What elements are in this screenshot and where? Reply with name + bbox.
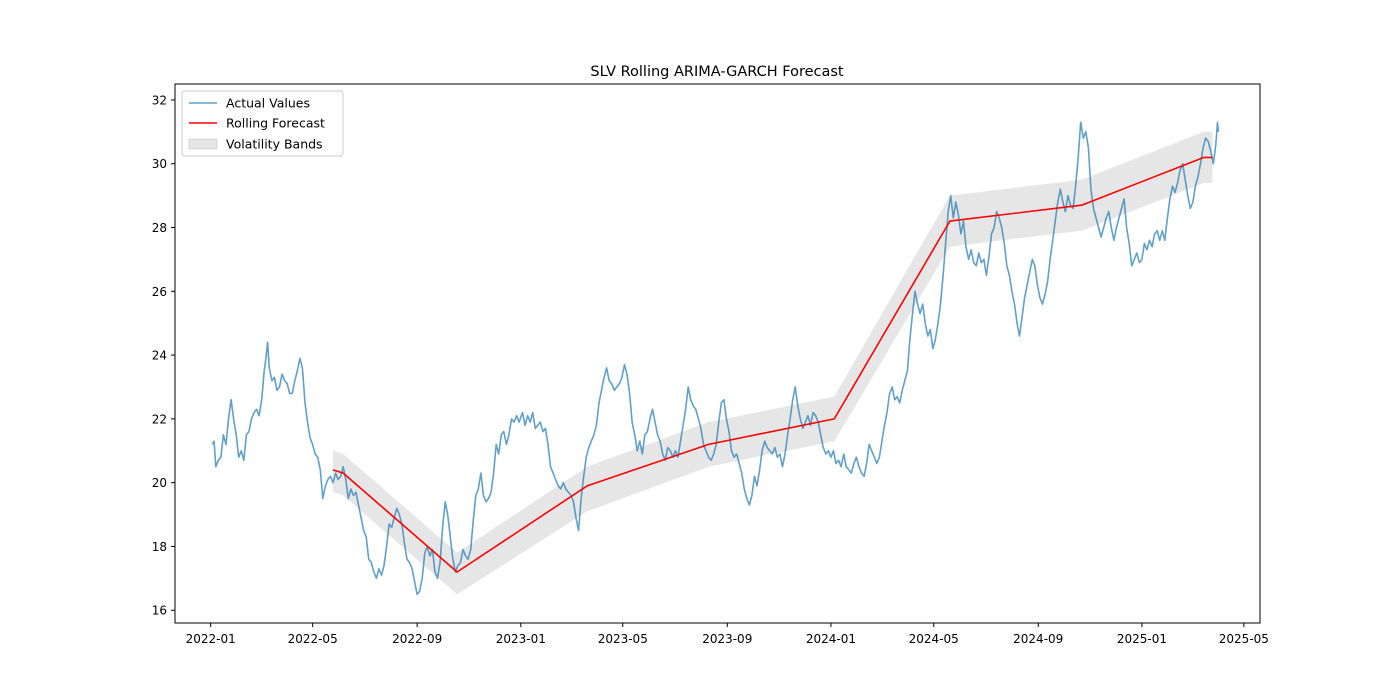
legend-swatch-volatility-bands bbox=[188, 138, 218, 150]
x-tick-label: 2024-09 bbox=[1013, 632, 1063, 646]
y-tick-label: 20 bbox=[152, 476, 167, 490]
x-tick-label: 2024-05 bbox=[909, 632, 959, 646]
y-tick-label: 30 bbox=[152, 157, 167, 171]
y-tick-label: 26 bbox=[152, 285, 167, 299]
x-tick-label: 2023-01 bbox=[496, 632, 546, 646]
legend-box bbox=[181, 90, 344, 157]
x-tick-label: 2023-09 bbox=[702, 632, 752, 646]
y-tick-label: 32 bbox=[152, 93, 167, 107]
volatility-band bbox=[333, 131, 1213, 595]
plot-area bbox=[211, 121, 1220, 596]
legend-label-volatility-bands: Volatility Bands bbox=[226, 137, 323, 152]
x-tick-label: 2023-05 bbox=[598, 632, 648, 646]
x-tick-label: 2022-05 bbox=[288, 632, 338, 646]
x-tick-label: 2025-05 bbox=[1219, 632, 1269, 646]
x-tick-label: 2025-01 bbox=[1117, 632, 1167, 646]
x-tick-label: 2022-09 bbox=[392, 632, 442, 646]
legend: Actual Values Rolling Forecast Volatility … bbox=[181, 90, 344, 157]
y-tick-label: 24 bbox=[152, 349, 167, 363]
y-axis: 16 18 20 22 24 26 28 30 32 bbox=[152, 93, 175, 618]
x-axis: 2022-01 2022-05 2022-09 2023-01 2023-05 2023-… bbox=[186, 623, 1269, 646]
legend-label-rolling-forecast: Rolling Forecast bbox=[226, 116, 325, 131]
x-tick-label: 2022-01 bbox=[186, 632, 236, 646]
legend-label-actual-values: Actual Values bbox=[226, 96, 310, 111]
y-tick-label: 22 bbox=[152, 412, 167, 426]
x-tick-label: 2024-01 bbox=[806, 632, 856, 646]
y-tick-label: 18 bbox=[152, 540, 167, 554]
chart-title: SLV Rolling ARIMA-GARCH Forecast bbox=[590, 64, 844, 80]
series-line-rolling-forecast bbox=[332, 156, 1213, 573]
plot-frame bbox=[174, 83, 1261, 624]
y-tick-label: 16 bbox=[152, 604, 167, 618]
y-tick-label: 28 bbox=[152, 221, 167, 235]
series-line-actual-values bbox=[211, 121, 1220, 596]
